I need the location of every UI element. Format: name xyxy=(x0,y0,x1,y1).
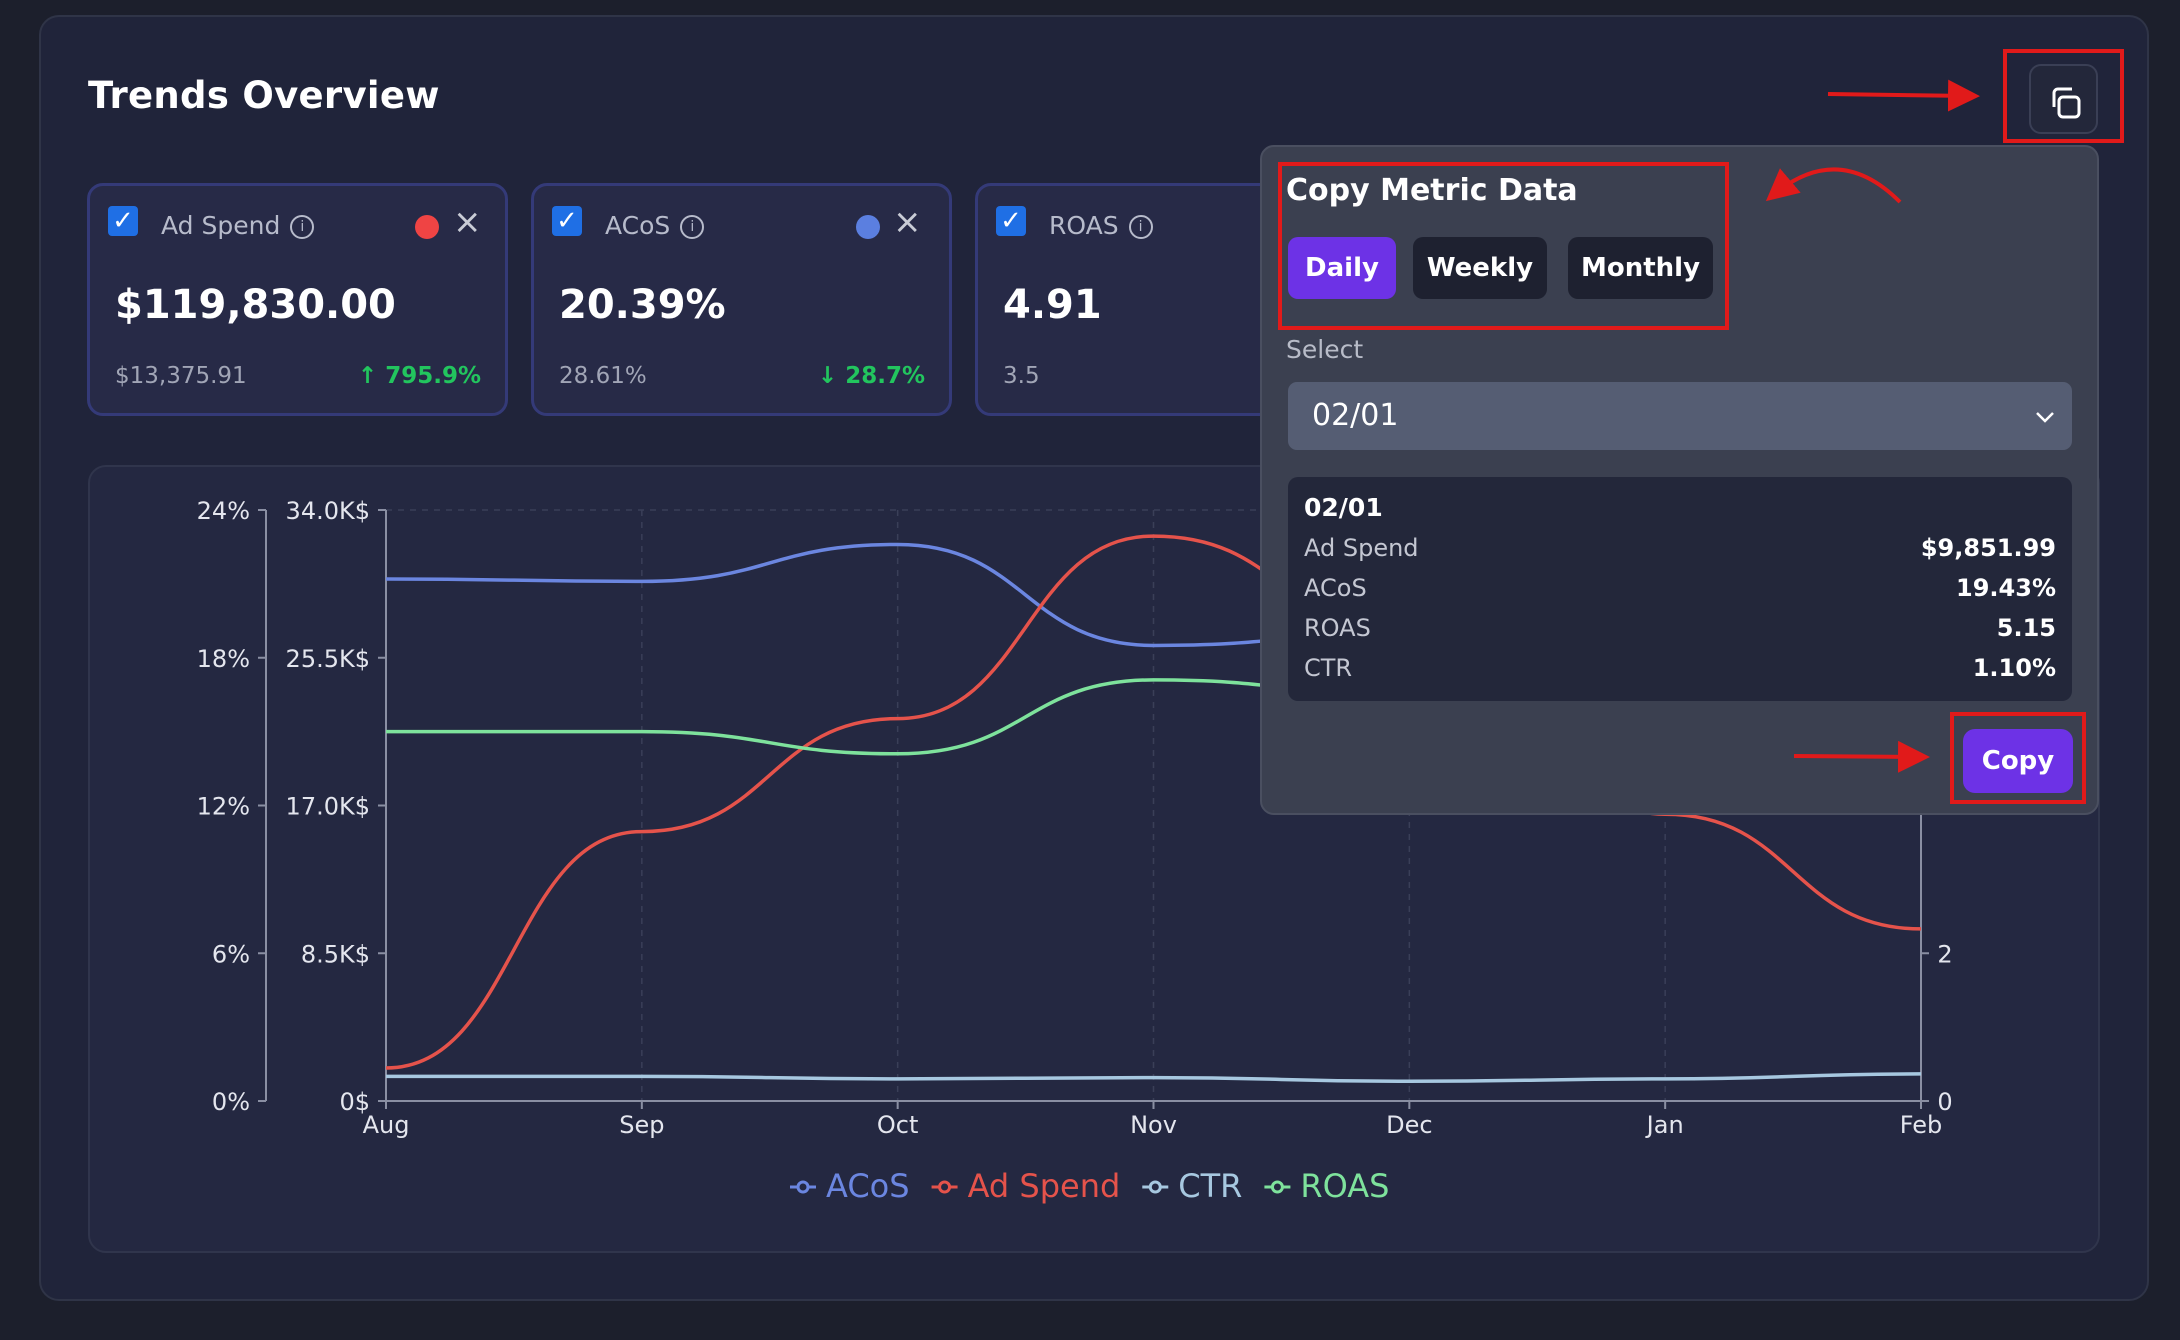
close-icon[interactable]: × xyxy=(893,202,922,242)
info-icon[interactable]: i xyxy=(680,215,705,239)
date-select-value: 02/01 xyxy=(1312,398,1399,433)
detail-date: 02/01 xyxy=(1304,493,1383,522)
date-select[interactable]: 02/01 xyxy=(1288,382,2072,450)
card-delta: ↑ 795.9% xyxy=(357,363,481,389)
chevron-down-icon xyxy=(2036,412,2054,423)
copy-metric-popover: Copy Metric Data Daily Weekly Monthly Se… xyxy=(1260,145,2099,815)
metric-card-acos[interactable]: ✓ ACoS i × 20.39% 28.61% ↓ 28.7% xyxy=(531,183,952,416)
card-previous: 28.61% xyxy=(559,363,647,389)
info-icon[interactable]: i xyxy=(1128,215,1153,239)
period-daily-button[interactable]: Daily xyxy=(1288,237,1396,299)
card-value: $119,830.00 xyxy=(115,282,396,328)
card-label: ACoS xyxy=(605,211,671,240)
close-icon[interactable]: × xyxy=(453,202,482,242)
period-monthly-button[interactable]: Monthly xyxy=(1568,237,1713,299)
color-dot[interactable] xyxy=(856,215,880,239)
copy-button[interactable]: Copy xyxy=(1963,729,2073,793)
card-value: 20.39% xyxy=(559,282,726,328)
checkmark-icon[interactable]: ✓ xyxy=(996,206,1026,236)
detail-row: Ad Spend $9,851.99 xyxy=(1304,534,2056,562)
metric-detail-box: 02/01 Ad Spend $9,851.99 ACoS 19.43% ROAS 5… xyxy=(1288,477,2072,701)
card-previous: 3.5 xyxy=(1003,363,1040,389)
card-delta: ↓ 28.7% xyxy=(817,363,925,389)
checkmark-icon[interactable]: ✓ xyxy=(108,206,138,236)
card-value: 4.91 xyxy=(1003,282,1102,328)
metric-card-ad-spend[interactable]: ✓ Ad Spend i × $119,830.00 $13,375.91 ↑ 7… xyxy=(87,183,508,416)
page-title: Trends Overview xyxy=(88,74,440,117)
card-label: ROAS xyxy=(1049,211,1119,240)
card-label: Ad Spend xyxy=(161,211,281,240)
annotation-box xyxy=(1950,712,2086,804)
color-dot[interactable] xyxy=(415,215,439,239)
info-icon[interactable]: i xyxy=(290,215,315,239)
period-weekly-button[interactable]: Weekly xyxy=(1413,237,1547,299)
detail-row: ROAS 5.15 xyxy=(1304,614,2056,642)
annotation-box xyxy=(1278,162,1729,330)
detail-row: ACoS 19.43% xyxy=(1304,574,2056,602)
select-label: Select xyxy=(1286,335,1364,364)
checkmark-icon[interactable]: ✓ xyxy=(552,206,582,236)
annotation-box xyxy=(2003,49,2124,143)
popover-title: Copy Metric Data xyxy=(1286,173,1578,208)
card-previous: $13,375.91 xyxy=(115,363,247,389)
copy-icon xyxy=(2052,87,2081,119)
copy-data-button[interactable] xyxy=(2029,64,2098,134)
detail-row: CTR 1.10% xyxy=(1304,654,2056,682)
